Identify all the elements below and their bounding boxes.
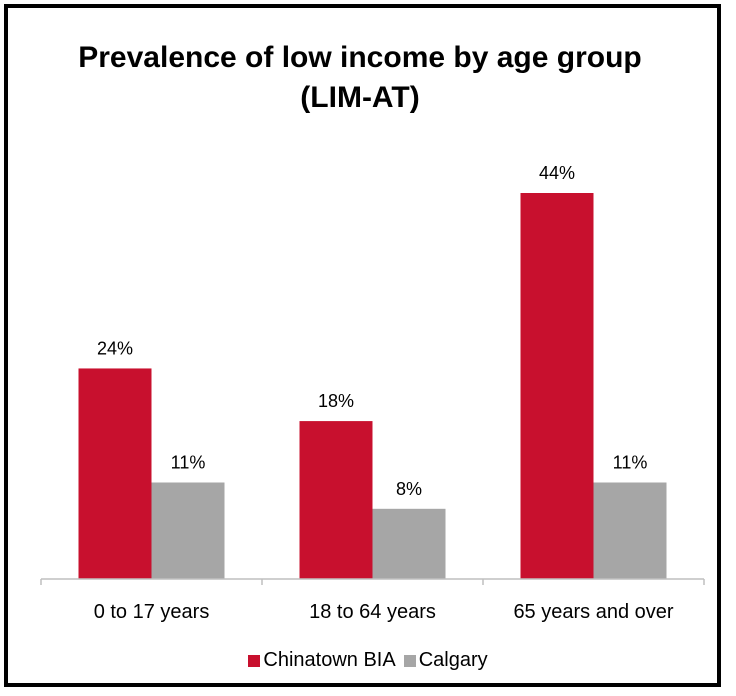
bar-chinatown-bia-1 (299, 421, 373, 579)
bar-calgary-0 (151, 482, 225, 579)
bar-chinatown-bia-0 (78, 368, 152, 579)
chart-legend: Chinatown BIA Calgary (0, 649, 736, 672)
x-tick-label-0: 0 to 17 years (94, 601, 210, 623)
data-label-calgary-0: 11% (171, 453, 206, 473)
data-label-calgary-1: 8% (396, 479, 422, 499)
legend-swatch-chinatown-bia (248, 654, 261, 667)
data-label-chinatown-bia-2: 44% (539, 163, 575, 183)
legend-swatch-calgary (403, 654, 416, 667)
data-label-chinatown-bia-0: 24% (97, 338, 133, 358)
bar-chinatown-bia-2 (520, 193, 594, 579)
bar-calgary-2 (593, 482, 667, 579)
legend-item-chinatown-bia: Chinatown BIA (248, 649, 396, 672)
bar-calgary-1 (372, 508, 446, 579)
legend-item-calgary: Calgary (403, 649, 488, 672)
legend-label-calgary: Calgary (418, 649, 488, 671)
data-label-chinatown-bia-1: 18% (318, 391, 354, 411)
x-tick-label-1: 18 to 64 years (309, 601, 436, 623)
x-tick-label-2: 65 years and over (513, 601, 673, 623)
legend-label-chinatown-bia: Chinatown BIA (263, 649, 396, 671)
chart-title: Prevalence of low income by age group (L… (78, 41, 642, 114)
data-label-calgary-2: 11% (613, 453, 648, 473)
